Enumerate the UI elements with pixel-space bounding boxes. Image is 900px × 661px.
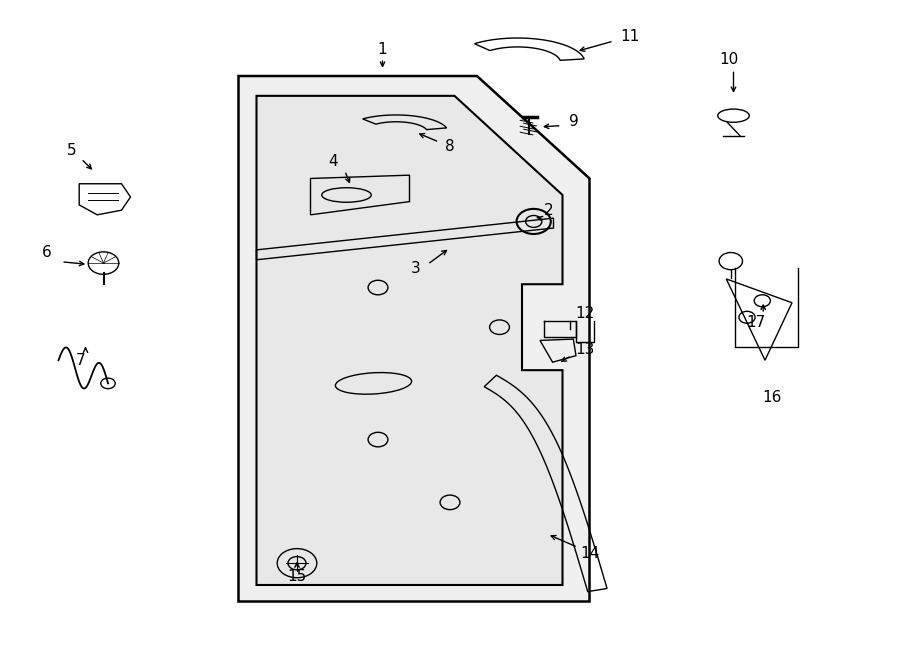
Text: 3: 3: [411, 261, 420, 276]
Text: 13: 13: [575, 342, 595, 356]
Text: 14: 14: [580, 547, 600, 561]
Text: 12: 12: [575, 307, 595, 321]
Text: 10: 10: [719, 52, 739, 67]
Text: 5: 5: [68, 143, 76, 158]
Text: 11: 11: [620, 29, 640, 44]
Text: 4: 4: [328, 155, 338, 169]
Text: 6: 6: [42, 245, 51, 260]
Polygon shape: [256, 96, 562, 585]
Text: 16: 16: [762, 391, 782, 405]
Text: 7: 7: [76, 353, 86, 368]
Text: 9: 9: [570, 114, 579, 129]
Text: 1: 1: [378, 42, 387, 57]
Text: 17: 17: [746, 315, 766, 330]
Text: 15: 15: [287, 569, 307, 584]
Text: 2: 2: [544, 203, 554, 217]
Polygon shape: [238, 76, 590, 602]
Text: 8: 8: [446, 139, 454, 154]
